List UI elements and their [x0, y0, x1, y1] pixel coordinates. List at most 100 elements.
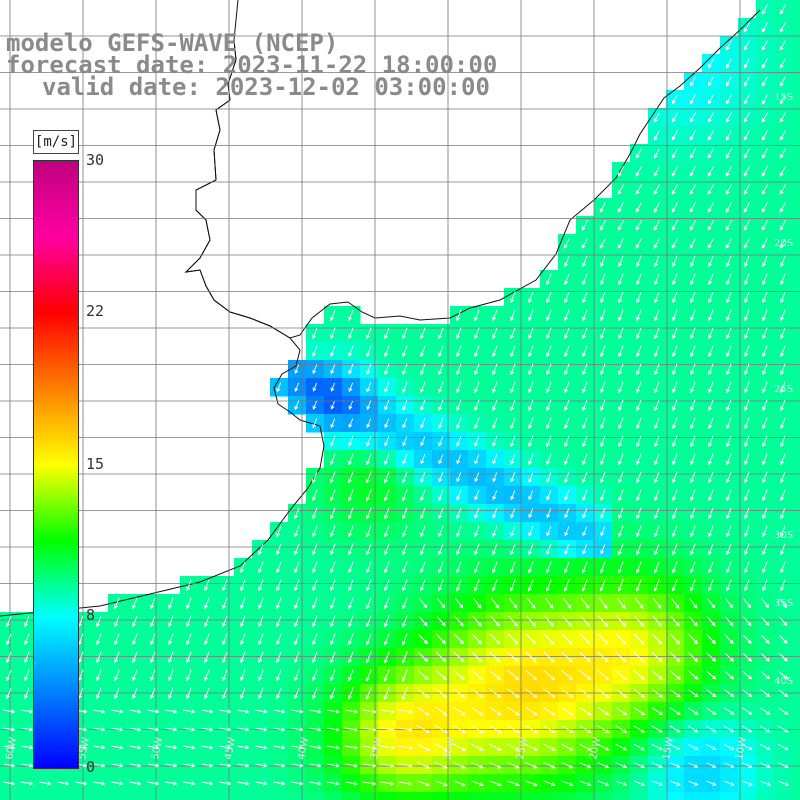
wind-arrow	[456, 507, 462, 519]
wind-arrow	[366, 543, 372, 556]
wind-arrow	[651, 725, 663, 733]
wind-arrow	[762, 543, 768, 556]
wind-arrow	[330, 382, 335, 392]
wind-arrow	[474, 543, 480, 556]
wind-arrow	[600, 417, 606, 430]
wind-arrow	[761, 219, 769, 231]
wind-arrow	[362, 727, 377, 732]
wind-speed-cell	[792, 504, 800, 523]
wind-arrow	[294, 597, 300, 610]
wind-arrow	[456, 417, 462, 429]
wind-arrow	[689, 183, 697, 195]
wind-arrow	[543, 669, 556, 681]
wind-arrow	[380, 781, 395, 786]
wind-arrow	[564, 435, 570, 448]
wind-arrow	[330, 327, 336, 340]
wind-arrow	[24, 651, 30, 664]
wind-speed-cell	[792, 144, 800, 163]
wind-arrow	[690, 291, 696, 304]
wind-speed-cell	[792, 396, 800, 415]
colorbar-tick: 22	[86, 302, 105, 320]
wind-arrow	[453, 670, 465, 681]
wind-arrow	[312, 471, 318, 484]
wind-arrow	[330, 453, 336, 466]
wind-arrow	[183, 727, 196, 732]
wind-arrow	[348, 435, 354, 447]
wind-arrow	[474, 435, 480, 447]
wind-speed-cell	[792, 774, 800, 793]
wind-arrow	[398, 763, 413, 768]
wind-arrow	[618, 345, 624, 358]
wind-arrow	[582, 417, 588, 430]
wind-arrow	[383, 633, 390, 646]
wind-arrow	[725, 58, 732, 69]
wind-arrow	[291, 745, 304, 750]
model-title: modelo GEFS-WAVE (NCEP)	[6, 29, 339, 57]
wind-arrow	[742, 689, 753, 698]
wind-arrow	[507, 633, 519, 645]
wind-arrow	[397, 709, 413, 714]
wind-arrow	[420, 399, 426, 411]
wind-arrow	[743, 147, 751, 159]
wind-arrow	[6, 669, 12, 682]
wind-arrow	[744, 363, 750, 376]
wind-arrow	[309, 781, 322, 786]
wind-arrow	[434, 706, 448, 716]
wind-arrow	[168, 687, 174, 700]
wind-arrow	[489, 688, 502, 698]
wind-arrow	[780, 507, 786, 520]
wind-arrow	[418, 616, 428, 627]
wind-speed-cell	[792, 72, 800, 91]
wind-arrow	[779, 57, 787, 69]
wind-arrow	[615, 633, 627, 645]
wind-arrow	[330, 633, 336, 646]
wind-arrow	[312, 507, 318, 520]
wind-arrow	[743, 40, 750, 51]
wind-arrow	[618, 453, 624, 466]
wind-arrow	[672, 507, 678, 520]
wind-arrow	[240, 561, 246, 574]
wind-arrow	[724, 634, 734, 644]
wind-arrow	[470, 761, 484, 769]
wind-arrow	[183, 763, 196, 768]
wind-arrow	[402, 345, 408, 358]
wind-arrow	[743, 76, 751, 87]
wind-arrow	[779, 219, 787, 231]
wind-arrow	[762, 471, 768, 484]
wind-arrow	[111, 727, 124, 732]
wind-speed-cell	[792, 378, 800, 397]
wind-arrow	[654, 273, 660, 286]
wind-speed-cell	[486, 792, 505, 800]
wind-arrow	[600, 273, 606, 286]
wind-arrow	[597, 706, 610, 716]
wind-arrow	[780, 381, 786, 394]
latitude-label: 35S	[774, 598, 793, 609]
wind-arrow	[312, 345, 318, 357]
wind-arrow	[21, 727, 34, 732]
valid-date: valid date: 2023-12-02 03:00:00	[42, 73, 490, 101]
wind-speed-cell	[684, 792, 703, 800]
wind-arrow	[599, 219, 607, 231]
wind-arrow	[672, 525, 678, 538]
wind-arrow	[561, 670, 574, 681]
wind-arrow	[329, 687, 336, 700]
wind-speed-cell	[540, 792, 559, 800]
wind-arrow	[525, 633, 537, 645]
wind-arrow	[438, 561, 444, 574]
wind-arrow	[582, 526, 588, 537]
wind-arrow	[420, 471, 426, 483]
longitude-label: 35W	[369, 736, 384, 760]
wind-arrow	[706, 670, 717, 680]
wind-arrow	[562, 615, 572, 627]
wind-arrow	[348, 327, 354, 340]
wind-arrow	[96, 669, 102, 682]
wind-arrow	[636, 255, 642, 268]
wind-arrow	[779, 165, 787, 177]
wind-arrow	[348, 418, 354, 429]
wind-arrow	[255, 709, 268, 714]
wind-arrow	[581, 237, 589, 249]
wind-arrow	[724, 725, 735, 733]
wind-arrow	[456, 490, 462, 501]
